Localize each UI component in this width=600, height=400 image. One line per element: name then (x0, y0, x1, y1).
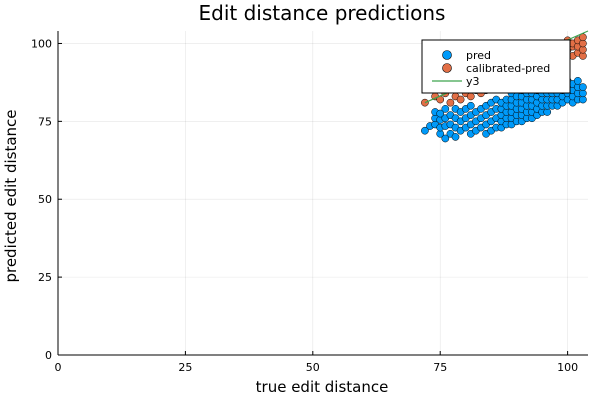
x-tick-label: 0 (55, 361, 62, 374)
legend: pred calibrated-pred y3 (421, 39, 571, 94)
x-axis-label: true edit distance (256, 378, 389, 396)
point-calibrated-pred (466, 92, 475, 101)
point-pred (579, 83, 587, 91)
point-pred (421, 126, 429, 135)
chart-title: Edit distance predictions (199, 1, 446, 25)
point-pred (436, 109, 445, 118)
x-tick-label: 100 (557, 361, 578, 374)
legend-marker-pred (442, 50, 452, 60)
axes: 0 25 50 75 100 0 25 50 75 100 (31, 31, 588, 374)
y-tick-label: 50 (38, 193, 52, 206)
point-pred (451, 133, 460, 141)
legend-label-y3: y3 (466, 75, 480, 88)
point-calibrated-pred (446, 98, 455, 107)
y-tick-label: 25 (38, 271, 52, 284)
y-tick-label: 100 (31, 37, 52, 50)
point-pred (441, 134, 450, 143)
point-pred (466, 101, 475, 110)
x-tick-label: 75 (433, 361, 447, 374)
point-calibrated-pred (456, 95, 465, 104)
legend-marker-calibrated-pred (442, 63, 452, 73)
y-tick-label: 0 (45, 349, 52, 362)
legend-label-calibrated-pred: calibrated-pred (466, 62, 550, 75)
x-tick-label: 25 (178, 361, 192, 374)
y-axis-label: predicted edit distance (2, 109, 20, 282)
point-pred (573, 77, 582, 85)
legend-label-pred: pred (466, 49, 491, 62)
x-tick-label: 50 (306, 361, 320, 374)
point-pred (441, 105, 450, 113)
y-tick-label: 75 (38, 115, 52, 128)
